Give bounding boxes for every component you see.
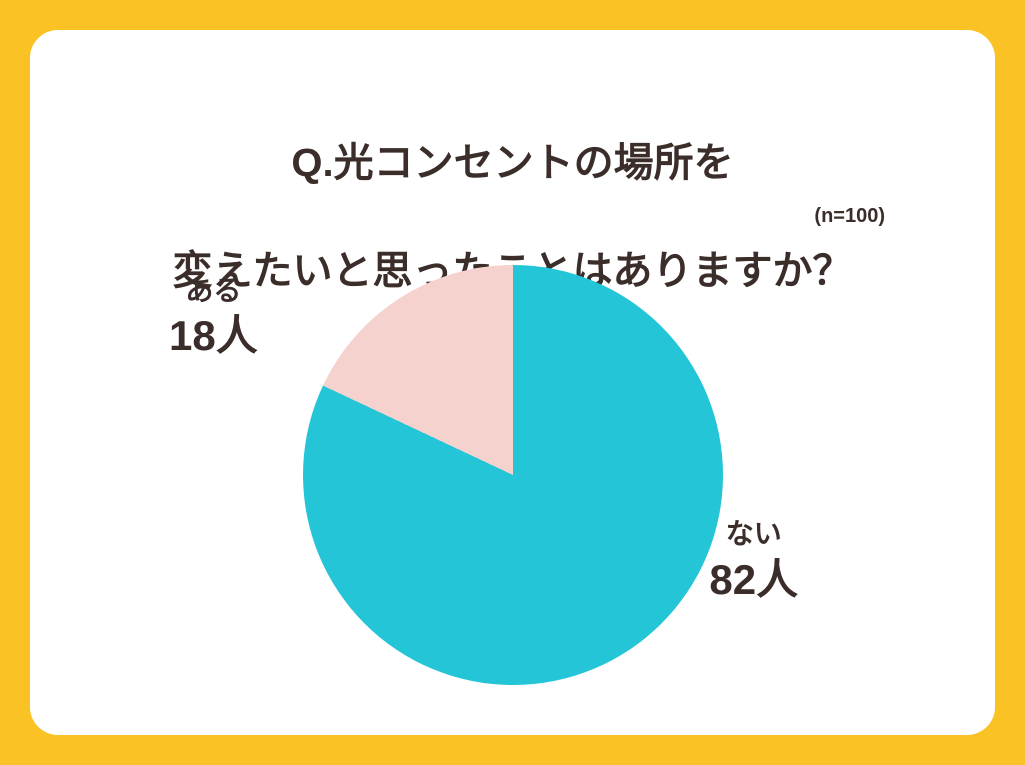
slice-count-yes: 18人 [169, 309, 258, 364]
title-line-1: Q.光コンセントの場所を [291, 141, 733, 185]
slice-count-no: 82人 [709, 553, 798, 608]
slice-name-no: ない [709, 516, 798, 552]
pie-chart: ある 18人 ない 82人 [30, 245, 995, 705]
slice-name-yes: ある [169, 273, 258, 309]
outer-frame: Q.光コンセントの場所を 変えたいと思ったことはありますか？ (n=100) あ… [0, 0, 1025, 765]
pie-circle [303, 265, 723, 685]
slice-label-yes: ある 18人 [169, 273, 258, 364]
card: Q.光コンセントの場所を 変えたいと思ったことはありますか？ (n=100) あ… [30, 30, 995, 735]
slice-label-no: ない 82人 [709, 516, 798, 607]
sample-size-label: (n=100) [814, 205, 885, 228]
